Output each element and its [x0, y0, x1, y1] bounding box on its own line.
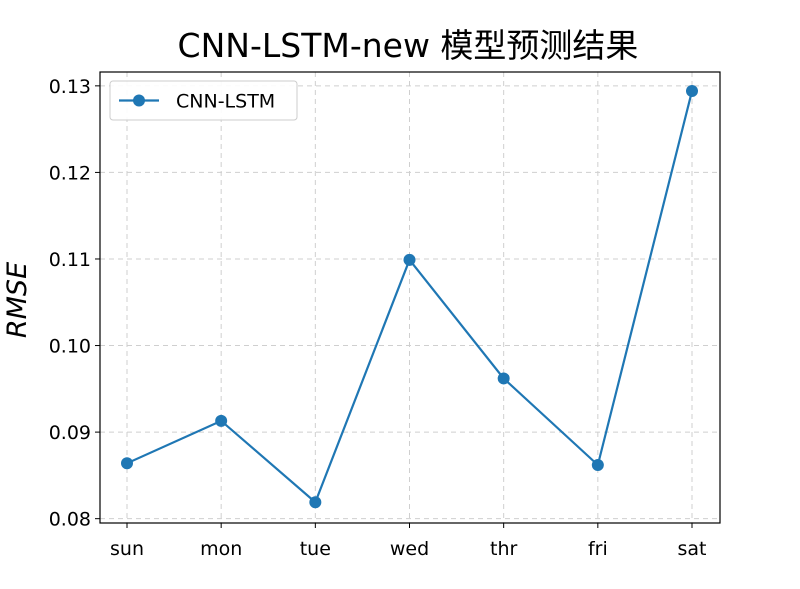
legend: CNN-LSTM: [109, 80, 298, 121]
y-tick-label: 0.08: [49, 509, 91, 531]
data-point: [497, 372, 510, 385]
x-tick-label: thr: [490, 538, 517, 560]
y-tick-label: 0.10: [49, 336, 91, 358]
axes-layer: sun mon tue wed thr fri sat 0.08 0.09 0.10 0.11 0.1…: [49, 71, 721, 560]
y-axis-label: RMSE: [2, 262, 33, 338]
y-tick-label: 0.13: [49, 76, 91, 98]
x-tick-label: fri: [588, 538, 608, 560]
chart-title: CNN-LSTM-new 模型预测结果: [178, 26, 639, 65]
x-tick-label: sat: [678, 538, 707, 560]
series-line: [126, 90, 694, 505]
grid-layer: [100, 72, 720, 523]
data-point: [215, 414, 228, 427]
y-tick-label: 0.11: [49, 249, 91, 271]
data-point: [591, 459, 604, 472]
x-tick-label: wed: [390, 538, 429, 560]
x-tick-label: sun: [110, 538, 144, 560]
data-point: [309, 496, 322, 509]
data-point: [403, 253, 416, 266]
series-layer: [121, 85, 698, 509]
data-point: [686, 85, 698, 98]
legend-marker-swatch: [133, 94, 145, 107]
plot-frame: [99, 71, 721, 524]
legend-label: CNN-LSTM: [176, 91, 275, 113]
y-tick-label: 0.09: [49, 422, 91, 444]
data-point: [121, 457, 133, 470]
x-tick-label: tue: [300, 538, 331, 560]
legend-box: [109, 80, 298, 121]
y-tick-label: 0.12: [49, 162, 91, 184]
x-tick-label: mon: [200, 538, 242, 560]
